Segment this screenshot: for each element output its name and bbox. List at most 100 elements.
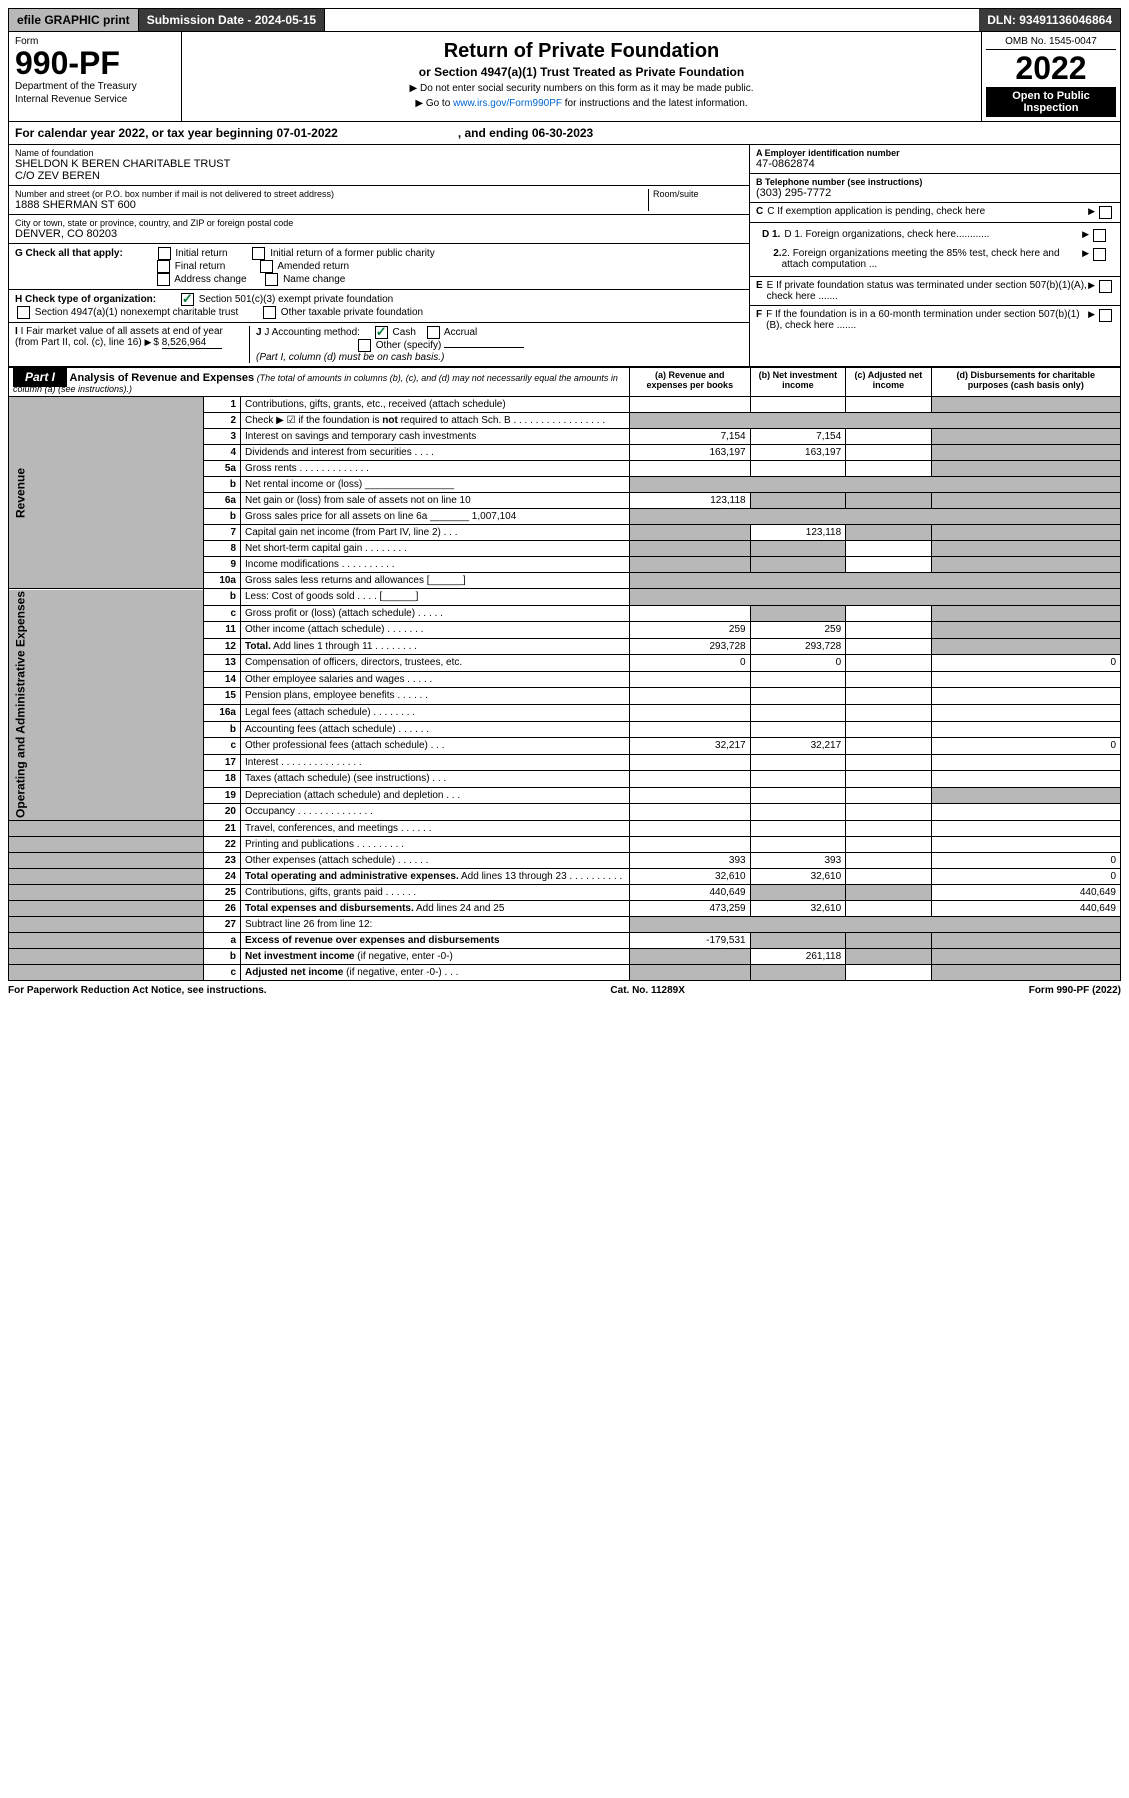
line-number: 6a [204,493,241,509]
col-b [750,884,846,900]
j-section: J J Accounting method: Cash Accrual Othe… [250,326,743,363]
col-c [846,964,931,980]
opex-label: Operating and Administrative Expenses [9,589,204,821]
col-d: 440,649 [931,884,1120,900]
col-c [846,493,931,509]
irs-link[interactable]: www.irs.gov/Form990PF [453,98,562,109]
line-number: 15 [204,688,241,705]
d1-checkbox[interactable] [1093,229,1106,242]
col-c [846,704,931,721]
accrual-checkbox[interactable] [427,326,440,339]
e-checkbox[interactable] [1099,280,1112,293]
c-checkbox[interactable] [1099,206,1112,219]
col-b [750,605,846,622]
col-b [750,557,846,573]
cash-checkbox[interactable] [375,326,388,339]
col-d [931,638,1120,655]
col-b [750,493,846,509]
col-b [750,932,846,948]
col-b [750,836,846,852]
line-number: b [204,589,241,606]
col-c [846,525,931,541]
initial-former-checkbox[interactable] [252,247,265,260]
col-a [630,771,751,788]
col-a [630,721,751,738]
line-number: 3 [204,429,241,445]
line-desc: Printing and publications . . . . . . . … [241,836,630,852]
col-d [931,721,1120,738]
col-d: 0 [931,655,1120,672]
line-desc: Depreciation (attach schedule) and deple… [241,787,630,804]
col-a [630,754,751,771]
col-c [846,397,931,413]
line-desc: Other employee salaries and wages . . . … [241,671,630,688]
g-section: G Check all that apply: Initial return I… [9,244,749,290]
col-c [846,852,931,868]
ein: 47-0862874 [756,158,1114,170]
4947-checkbox[interactable] [17,306,30,319]
line-desc: Adjusted net income (if negative, enter … [241,964,630,980]
f-text: F If the foundation is in a 60-month ter… [766,309,1088,331]
line-desc: Compensation of officers, directors, tru… [241,655,630,672]
col-d: 0 [931,738,1120,755]
paperwork-notice: For Paperwork Reduction Act Notice, see … [8,985,267,996]
col-c [846,622,931,639]
city: DENVER, CO 80203 [15,228,743,240]
col-c [846,787,931,804]
ssn-note: ▶ Do not enter social security numbers o… [190,83,973,94]
line-desc: Net short-term capital gain . . . . . . … [241,541,630,557]
line-desc: Excess of revenue over expenses and disb… [241,932,630,948]
line-number: 16a [204,704,241,721]
col-b [750,461,846,477]
col-b: 259 [750,622,846,639]
line-number: 7 [204,525,241,541]
initial-return-checkbox[interactable] [158,247,171,260]
d2-checkbox[interactable] [1093,248,1106,261]
table-row: aExcess of revenue over expenses and dis… [9,932,1121,948]
form-ref: Form 990-PF (2022) [1029,985,1121,996]
col-c [846,820,931,836]
col-a: 259 [630,622,751,639]
col-c [846,900,931,916]
line-number: 12 [204,638,241,655]
phone-label: B Telephone number (see instructions) [756,177,922,187]
line-desc: Accounting fees (attach schedule) . . . … [241,721,630,738]
col-a: 440,649 [630,884,751,900]
ein-label: A Employer identification number [756,148,900,158]
address-change-checkbox[interactable] [157,273,170,286]
col-c [846,771,931,788]
line-desc: Check ▶ ☑ if the foundation is not requi… [241,413,630,429]
col-c [846,671,931,688]
other-method-checkbox[interactable] [358,339,371,352]
501c3-checkbox[interactable] [181,293,194,306]
efile-button[interactable]: efile GRAPHIC print [9,9,139,31]
col-c [846,605,931,622]
col-d-header: (d) Disbursements for charitable purpose… [931,368,1120,397]
d2-text: 2. Foreign organizations meeting the 85%… [782,248,1083,270]
table-row: 24Total operating and administrative exp… [9,868,1121,884]
final-return-checkbox[interactable] [157,260,170,273]
fmv-value: 8,526,964 [162,337,222,349]
line-number: 25 [204,884,241,900]
col-d [931,704,1120,721]
line-desc: Occupancy . . . . . . . . . . . . . . [241,804,630,821]
col-a [630,964,751,980]
col-a [630,525,751,541]
name-change-checkbox[interactable] [265,273,278,286]
col-c [846,541,931,557]
col-b-header: (b) Net investment income [750,368,846,397]
dln: DLN: 93491136046864 [979,9,1120,31]
line-number: 10a [204,573,241,589]
calendar-year-row: For calendar year 2022, or tax year begi… [8,122,1121,145]
col-b: 393 [750,852,846,868]
col-d [931,671,1120,688]
other-taxable-checkbox[interactable] [263,306,276,319]
line-desc: Total operating and administrative expen… [241,868,630,884]
col-c [846,688,931,705]
amended-return-checkbox[interactable] [260,260,273,273]
col-c [846,461,931,477]
f-checkbox[interactable] [1099,309,1112,322]
col-b [750,787,846,804]
revenue-label: Revenue [9,397,204,589]
col-b: 32,610 [750,900,846,916]
